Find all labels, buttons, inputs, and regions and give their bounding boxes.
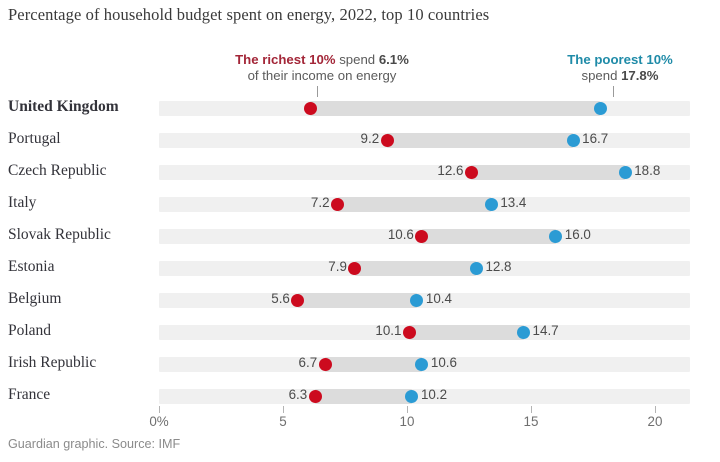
row-country-label: Poland xyxy=(8,322,52,339)
row-country-label: Estonia xyxy=(8,258,55,275)
x-axis-tick-label: 10 xyxy=(399,414,415,429)
row-value-poorest: 10.2 xyxy=(420,387,448,402)
page-title: Percentage of household budget spent on … xyxy=(8,5,490,24)
x-axis-tick xyxy=(531,406,532,413)
chart-row[interactable]: Belgium 5.6 10.4 xyxy=(0,288,720,320)
row-value-richest: 12.6 xyxy=(437,163,464,178)
annotation-pointer-richest-icon xyxy=(317,86,318,97)
dot-poorest[interactable] xyxy=(410,294,424,307)
row-country-label: Portugal xyxy=(8,130,61,147)
chart-row[interactable]: Irish Republic 6.7 10.6 xyxy=(0,352,720,384)
x-axis-tick-label: 20 xyxy=(647,414,663,429)
row-value-richest: 6.3 xyxy=(288,387,308,402)
annotation-richest-label: The richest 10% xyxy=(235,52,336,67)
row-value-poorest: 13.4 xyxy=(500,195,527,210)
x-axis-tick xyxy=(159,406,160,413)
chart-row[interactable]: Slovak Republic 10.6 16.0 xyxy=(0,224,720,256)
annotation-richest-mid: spend xyxy=(335,52,379,67)
row-country-label: France xyxy=(8,386,51,403)
dot-richest[interactable] xyxy=(291,294,305,307)
row-range-span xyxy=(421,229,556,244)
chart-row[interactable]: Czech Republic 12.6 18.8 xyxy=(0,160,720,192)
dot-richest[interactable] xyxy=(303,102,317,115)
row-value-poorest: 14.7 xyxy=(532,323,559,338)
x-axis-tick-label: 5 xyxy=(279,414,287,429)
source-credit: Guardian graphic. Source: IMF xyxy=(8,437,181,451)
dot-poorest[interactable] xyxy=(549,230,563,243)
row-range-span xyxy=(325,357,422,372)
chart-row[interactable]: Italy 7.2 13.4 xyxy=(0,192,720,224)
annotation-poorest-value: 17.8% xyxy=(621,68,659,83)
x-axis-tick xyxy=(655,406,656,413)
chart-plot-area: United Kingdom Portugal 9.2 16.7 Czech Repub… xyxy=(0,96,720,406)
dot-richest[interactable] xyxy=(318,358,332,371)
row-value-poorest: 16.0 xyxy=(564,227,591,242)
annotation-richest-line1: The richest 10% spend 6.1% xyxy=(222,52,422,68)
dot-poorest[interactable] xyxy=(469,262,483,275)
annotation-poorest: The poorest 10% spend 17.8% xyxy=(525,52,715,84)
annotation-pointer-poorest-icon xyxy=(613,86,614,97)
row-value-richest: 5.6 xyxy=(271,291,290,306)
chart-row[interactable]: France 6.3 10.2 xyxy=(0,384,720,416)
dot-richest[interactable] xyxy=(348,262,362,275)
dot-richest[interactable] xyxy=(308,390,322,403)
x-axis: 0% 5 10 15 20 xyxy=(0,406,720,434)
row-range-span xyxy=(297,293,417,308)
row-country-label: Belgium xyxy=(8,290,62,307)
row-value-richest: 6.7 xyxy=(298,355,318,370)
x-axis-tick-label: 15 xyxy=(523,414,539,429)
row-value-poorest: 12.8 xyxy=(485,259,512,274)
x-axis-tick-label: 0% xyxy=(149,414,169,429)
row-range-span xyxy=(387,133,574,148)
dot-poorest[interactable] xyxy=(415,358,429,371)
row-track xyxy=(159,389,690,404)
row-value-richest: 10.6 xyxy=(387,227,414,242)
row-value-richest: 9.2 xyxy=(360,131,380,146)
dot-richest[interactable] xyxy=(415,230,429,243)
row-country-label: Irish Republic xyxy=(8,354,97,371)
dot-richest[interactable] xyxy=(331,198,345,211)
row-value-poorest: 16.7 xyxy=(582,131,609,146)
row-country-label: Slovak Republic xyxy=(8,226,111,243)
row-value-poorest: 10.4 xyxy=(425,291,452,306)
annotation-richest: The richest 10% spend 6.1% of their inco… xyxy=(222,52,422,84)
row-value-poorest: 10.6 xyxy=(430,355,457,370)
row-range-span xyxy=(471,165,626,180)
row-range-span xyxy=(409,325,524,340)
chart-row[interactable]: United Kingdom xyxy=(0,96,720,128)
annotation-poorest-line2: spend 17.8% xyxy=(525,68,715,84)
row-range-span xyxy=(310,101,601,116)
dot-poorest[interactable] xyxy=(593,102,607,115)
chart-row[interactable]: Portugal 9.2 16.7 xyxy=(0,128,720,160)
annotation-poorest-mid: spend xyxy=(581,68,622,83)
row-country-label: Italy xyxy=(8,194,37,211)
dot-richest[interactable] xyxy=(402,326,416,339)
annotation-richest-value: 6.1% xyxy=(378,52,409,67)
x-axis-tick xyxy=(283,406,284,413)
dot-poorest[interactable] xyxy=(618,166,632,179)
dot-poorest[interactable] xyxy=(484,198,498,211)
row-range-span xyxy=(315,389,412,404)
chart-row[interactable]: Poland 10.1 14.7 xyxy=(0,320,720,352)
row-value-richest: 10.1 xyxy=(375,323,402,338)
row-value-poorest: 18.8 xyxy=(634,163,661,178)
row-range-span xyxy=(337,197,492,212)
row-country-label: Czech Republic xyxy=(8,162,107,179)
dot-poorest[interactable] xyxy=(566,134,580,147)
chart-row[interactable]: Estonia 7.9 12.8 xyxy=(0,256,720,288)
row-country-label: United Kingdom xyxy=(8,98,119,115)
annotation-poorest-label: The poorest 10% xyxy=(567,52,673,67)
row-value-richest: 7.2 xyxy=(310,195,330,210)
dot-richest[interactable] xyxy=(380,134,394,147)
x-axis-tick xyxy=(407,406,408,413)
dot-richest[interactable] xyxy=(464,166,478,179)
row-value-richest: 7.9 xyxy=(328,259,347,274)
dot-poorest[interactable] xyxy=(405,390,419,403)
dot-poorest[interactable] xyxy=(517,326,531,339)
row-range-span xyxy=(354,261,477,276)
annotation-richest-line2: of their income on energy xyxy=(247,68,397,83)
